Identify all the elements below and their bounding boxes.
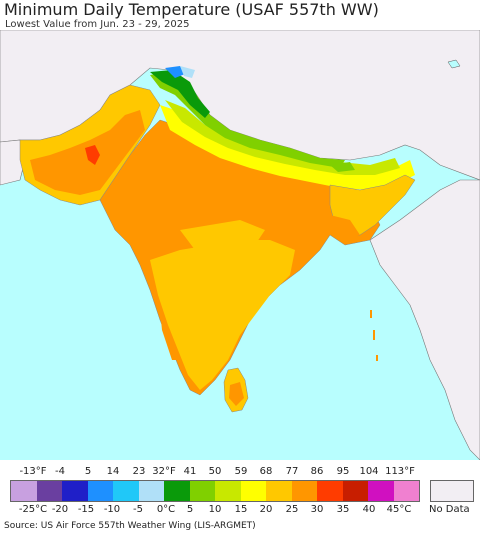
- legend-swatch: [164, 481, 190, 501]
- himalaya-lightgreen-belt: [165, 100, 400, 175]
- legend-swatch: [87, 481, 113, 501]
- andaman-island-1: [370, 310, 372, 318]
- legend-swatch: [62, 481, 88, 501]
- f-tick: 68: [259, 466, 273, 477]
- legend-swatch: [291, 481, 317, 501]
- tibet-lake: [447, 59, 461, 69]
- f-tick: -4: [55, 466, 65, 477]
- legend-celsius-ticks: -25°C -20 -15 -10 -5 0°C 5 10 15 20 25 3…: [0, 504, 420, 518]
- f-tick: 104: [359, 466, 379, 477]
- f-tick: 86: [310, 466, 324, 477]
- legend-color-bar: [10, 480, 420, 502]
- c-tick: -10: [103, 504, 121, 515]
- legend-swatch: [240, 481, 266, 501]
- c-tick: 25: [285, 504, 299, 515]
- map-subtitle: Lowest Value from Jun. 23 - 29, 2025: [5, 19, 190, 30]
- legend-swatch: [113, 481, 139, 501]
- c-tick: 45°C: [386, 504, 412, 515]
- c-tick: -20: [51, 504, 69, 515]
- c-tick: 5: [186, 504, 194, 515]
- hot-spot: [85, 145, 100, 165]
- no-data-swatch: [430, 480, 474, 502]
- himalaya-darkgreen: [150, 70, 210, 118]
- c-tick: 0°C: [156, 504, 176, 515]
- f-tick: 5: [84, 466, 92, 477]
- himalaya-cold-blue: [165, 66, 185, 78]
- legend-swatch: [215, 481, 241, 501]
- bangladesh-orange: [330, 215, 360, 242]
- legend-swatch: [11, 481, 37, 501]
- f-tick: 32°F: [152, 466, 176, 477]
- sri-lanka-orange: [229, 382, 244, 406]
- c-tick: -5: [133, 504, 143, 515]
- legend-swatch: [393, 481, 419, 501]
- map-title: Minimum Daily Temperature (USAF 557th WW…: [4, 0, 379, 19]
- c-tick: -15: [77, 504, 95, 515]
- ghats-orange-strip: [160, 310, 178, 360]
- temperature-map: [0, 30, 480, 460]
- c-tick: 20: [259, 504, 273, 515]
- source-credit: Source: US Air Force 557th Weather Wing …: [4, 521, 256, 531]
- c-tick: 10: [208, 504, 222, 515]
- andaman-island-3: [376, 355, 378, 361]
- no-data-label: No Data: [429, 504, 470, 515]
- f-tick: 77: [285, 466, 299, 477]
- india-south-yellow: [150, 240, 295, 390]
- legend-swatch: [138, 481, 164, 501]
- legend-swatch: [36, 481, 62, 501]
- bhutan-green: [330, 162, 355, 172]
- f-tick: -13°F: [19, 466, 47, 477]
- f-tick: 113°F: [385, 466, 415, 477]
- c-tick: 35: [336, 504, 350, 515]
- andaman-island-2: [373, 330, 375, 340]
- legend-swatch: [189, 481, 215, 501]
- himalaya-cold-lightblue: [180, 66, 195, 78]
- map-canvas: [0, 30, 480, 460]
- legend-swatch: [266, 481, 292, 501]
- f-tick: 41: [183, 466, 197, 477]
- legend-swatch: [317, 481, 343, 501]
- himalaya-yellow-belt: [160, 105, 415, 190]
- f-tick: 95: [336, 466, 350, 477]
- legend-fahrenheit-ticks: -13°F -4 5 14 23 32°F 41 50 59 68 77 86 …: [0, 466, 420, 480]
- f-tick: 14: [106, 466, 120, 477]
- f-tick: 50: [208, 466, 222, 477]
- india-central-yellow: [180, 220, 265, 250]
- c-tick: -25°C: [18, 504, 48, 515]
- east-land-no-data: [369, 179, 480, 460]
- f-tick: 59: [234, 466, 248, 477]
- c-tick: 15: [234, 504, 248, 515]
- c-tick: 40: [362, 504, 376, 515]
- c-tick: 30: [310, 504, 324, 515]
- f-tick: 23: [132, 466, 146, 477]
- legend-swatch: [368, 481, 394, 501]
- legend-swatch: [342, 481, 368, 501]
